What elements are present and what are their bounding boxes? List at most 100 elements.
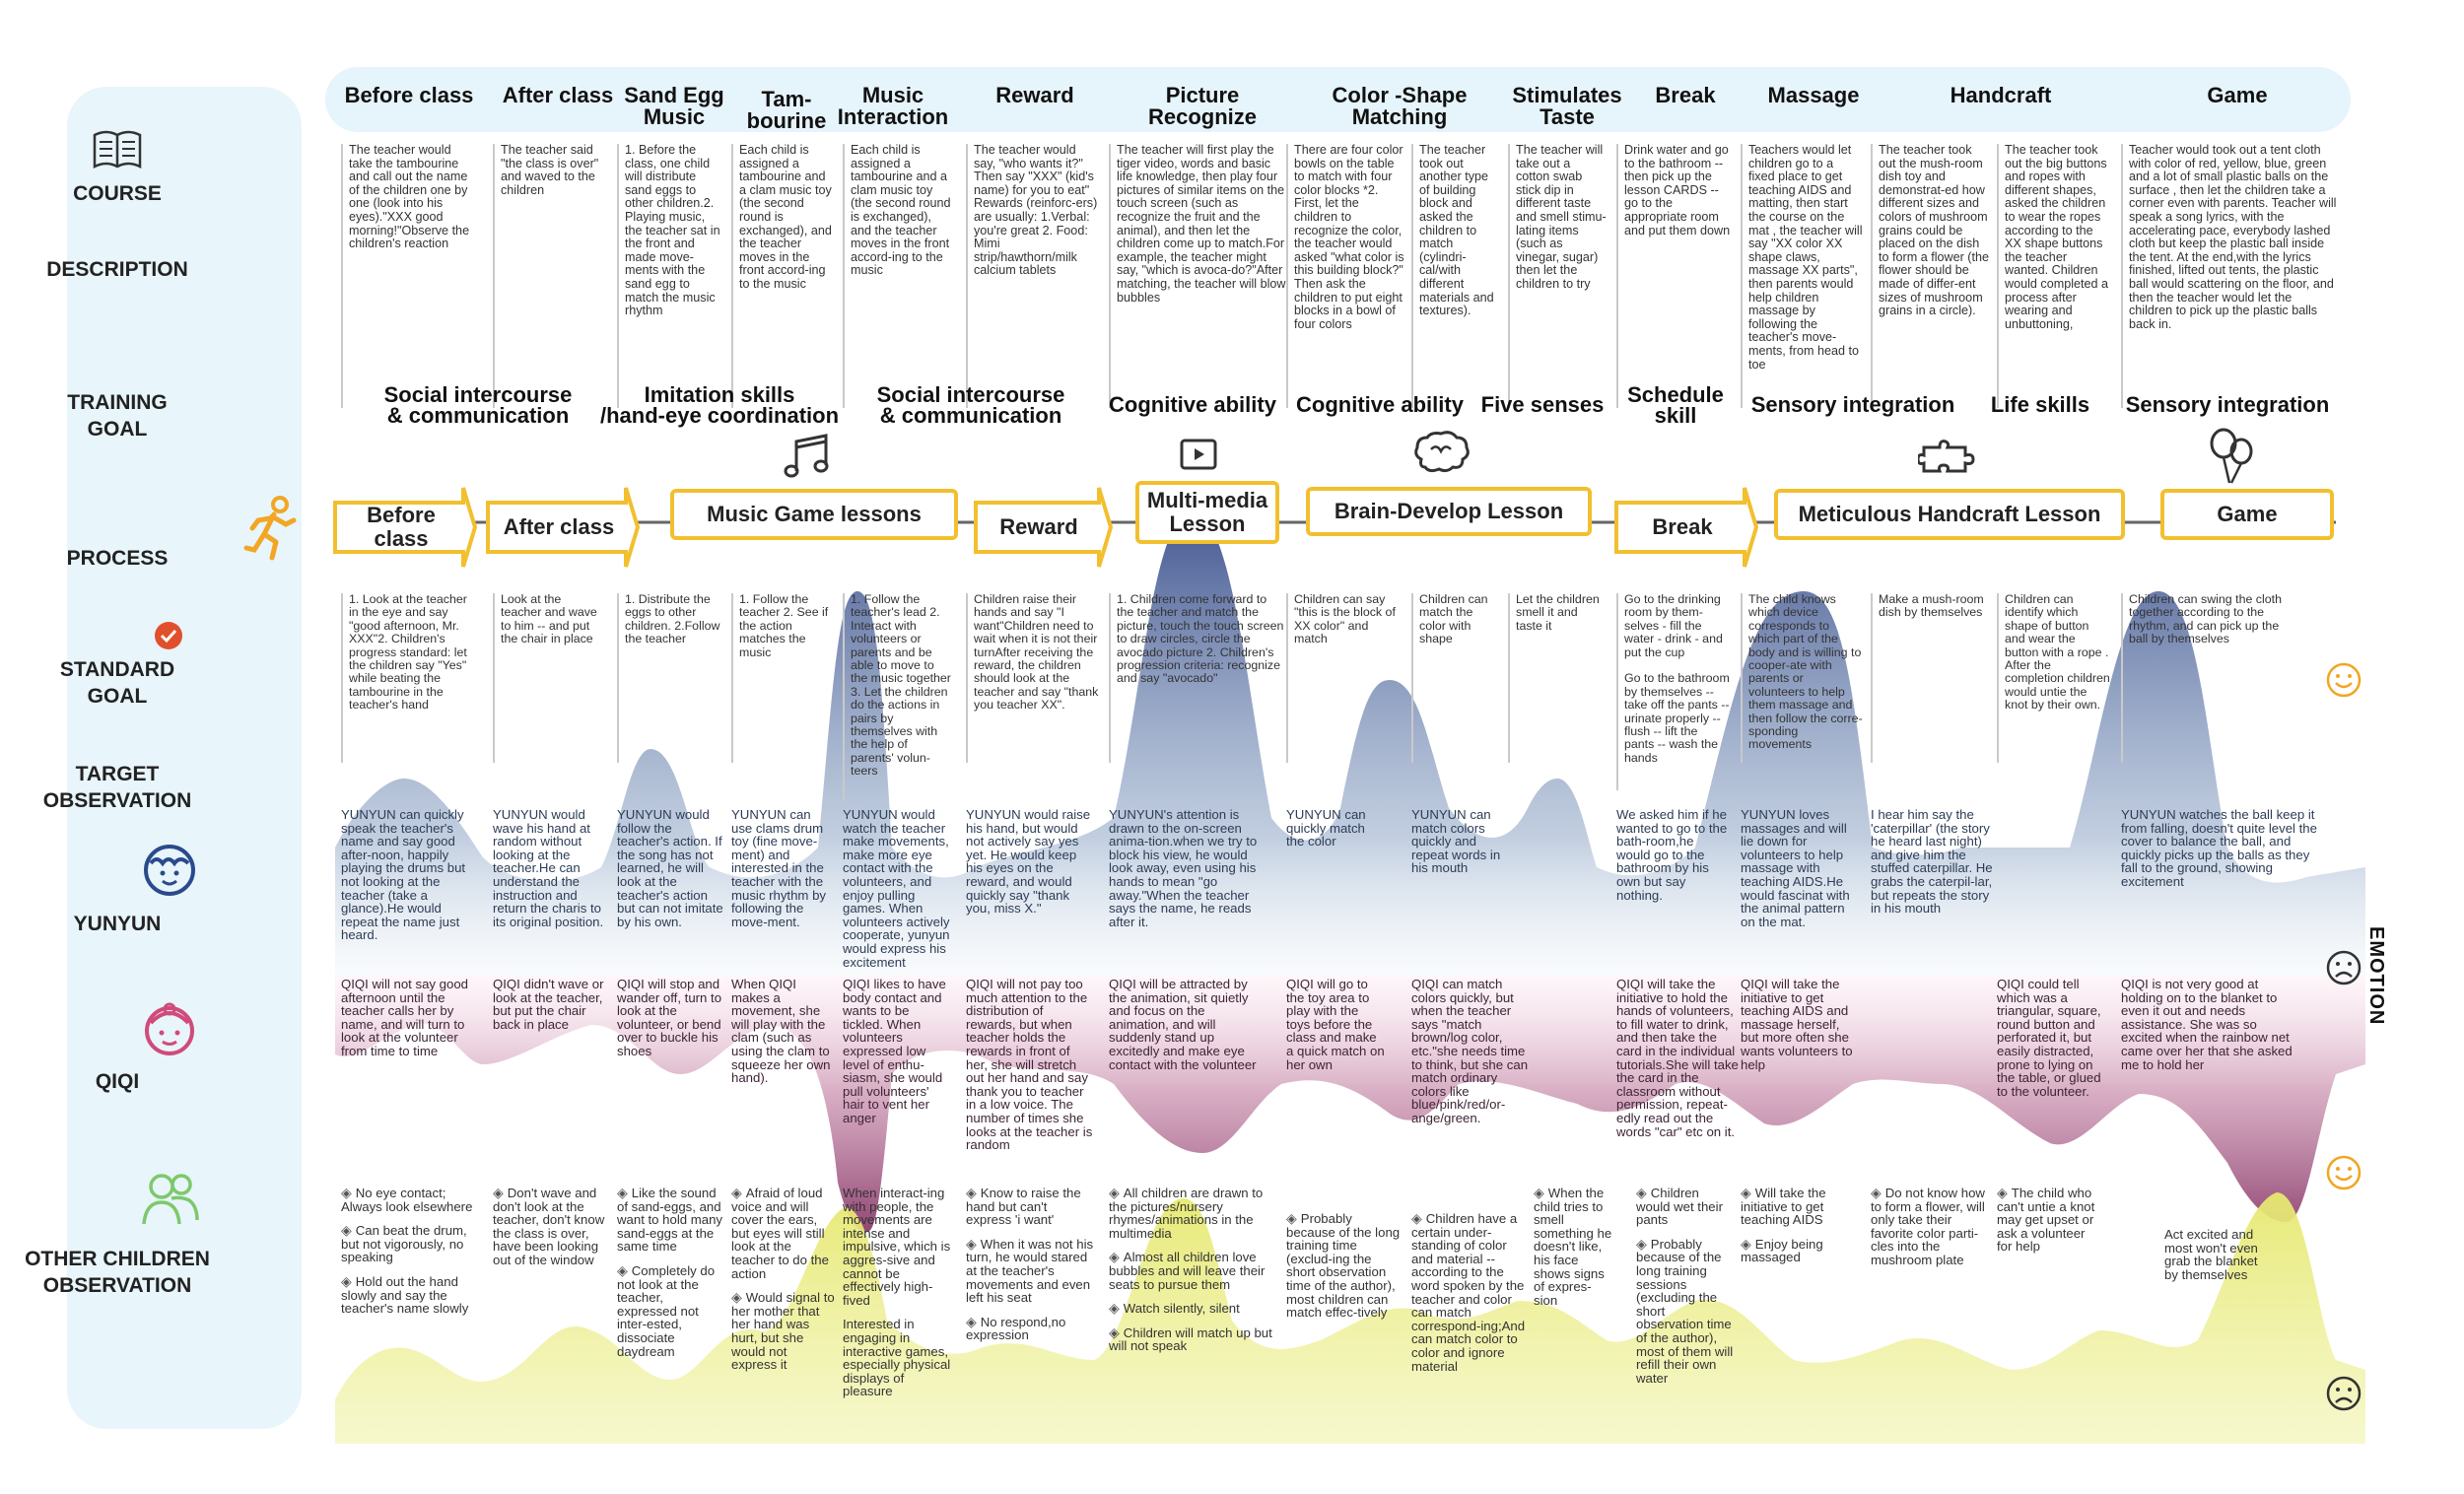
phase-description: The teacher would take the tambourine an… xyxy=(341,144,477,408)
phase-description: The teacher will first play the tiger vi… xyxy=(1109,144,1286,408)
observation-item: ◈ Hold out the hand slowly and say the te… xyxy=(341,1272,469,1317)
training-goal: Social intercourse & communication xyxy=(383,382,573,428)
process-step-music-game: Music Game lessons xyxy=(670,489,958,540)
book-icon xyxy=(93,130,142,170)
diamond-icon: ◈ xyxy=(1109,1324,1120,1340)
phase-title: Handcraft xyxy=(1950,83,2052,107)
diamond-icon: ◈ xyxy=(966,1185,977,1200)
diamond-icon: ◈ xyxy=(1997,1185,2008,1200)
balloons-icon xyxy=(2210,428,2253,484)
observation-item: ◈ No respond,no expression xyxy=(966,1313,1066,1343)
standard-goal: 1. Children come forward to the teacher … xyxy=(1109,593,1286,763)
diamond-icon: ◈ xyxy=(617,1185,628,1200)
standard-goal: Look at the teacher and wave to him -- a… xyxy=(493,593,603,763)
yunyun-observation: YUNYUN can quickly match the color xyxy=(1286,807,1366,849)
phase-title: Stimulates Taste xyxy=(1512,83,1622,129)
qiqi-observation: QIQI is not very good at holding on to t… xyxy=(2121,977,2293,1072)
process-step-multimedia: Multi-media Lesson xyxy=(1135,481,1279,544)
diamond-icon: ◈ xyxy=(1636,1185,1647,1200)
qiqi-observation: QIQI didn't wave or look at the teacher,… xyxy=(493,977,604,1032)
video-play-icon xyxy=(1180,439,1217,470)
observation-item: When interact-ing with people, the movem… xyxy=(843,1186,951,1308)
yunyun-observation: YUNYUN would wave his hand at random wit… xyxy=(493,807,604,929)
qiqi-observation: QIQI can match colors quickly, but when … xyxy=(1411,977,1529,1125)
observation-item: ◈ Will take the initiative to get teachin… xyxy=(1741,1185,1826,1228)
row-label-yunyun: YUNYUN xyxy=(73,913,162,935)
phase-title: Sand Egg Music xyxy=(624,83,724,129)
diamond-icon: ◈ xyxy=(1741,1235,1751,1252)
other-children-observation: ◈ Children have a certain under-standing … xyxy=(1411,1211,1528,1384)
other-children-observation: ◈ All children are drawn to the pictures/… xyxy=(1109,1185,1276,1364)
phase-title: Music Interaction xyxy=(837,83,949,129)
course-header-band xyxy=(325,67,2351,132)
phase-title: Tam- bourine xyxy=(746,87,827,133)
qiqi-observation: QIQI will stop and wander off, turn to l… xyxy=(617,977,722,1058)
qiqi-observation: QIQI could tell which was a triangular, … xyxy=(1997,977,2101,1099)
diamond-icon: ◈ xyxy=(731,1289,742,1306)
frown-icon xyxy=(2326,1376,2361,1411)
yunyun-observation: YUNYUN can quickly speak the teacher's n… xyxy=(341,807,466,943)
phase-description: Teacher would took out a tent cloth with… xyxy=(2121,144,2338,408)
observation-item: ◈ The child who can't untie a knot may ge… xyxy=(1997,1185,2095,1255)
training-goal: Imitation skills /hand-eye coordination xyxy=(599,382,840,428)
row-label-qiqi: QIQI xyxy=(95,1070,140,1093)
row-label-target-observation: TARGET OBSERVATION xyxy=(42,763,192,812)
yunyun-observation: YUNYUN's attention is drawn to the on-sc… xyxy=(1109,807,1258,929)
diamond-icon: ◈ xyxy=(493,1185,504,1200)
observation-item: Interested in engaging in interactive ga… xyxy=(843,1317,951,1399)
row-label-training-goal: TRAINING GOAL xyxy=(67,391,168,441)
diamond-icon: ◈ xyxy=(1109,1300,1120,1317)
standard-goal: Children can identify which shape of but… xyxy=(1997,593,2111,763)
standard-goal: Children can say "this is the block of X… xyxy=(1286,593,1404,763)
yunyun-observation: YUNYUN can match colors quickly and repe… xyxy=(1411,807,1501,876)
observation-item: ◈ Would signal to her mother that her han… xyxy=(731,1289,835,1373)
qiqi-observation: QIQI will go to the toy area to play wit… xyxy=(1286,977,1385,1072)
yunyun-observation: YUNYUN would watch the teacher make move… xyxy=(843,807,950,970)
observation-item: ◈ Almost all children love bubbles and wi… xyxy=(1109,1249,1266,1292)
other-children-observation: ◈ Afraid of loud voice and will cover the… xyxy=(731,1186,836,1383)
row-label-other-children: OTHER CHILDREN OBSERVATION xyxy=(25,1248,210,1297)
other-children-wave xyxy=(335,1192,2365,1444)
standard-goal: Children raise their hands and say "I wa… xyxy=(966,593,1100,763)
qiqi-observation: QIQI will not pay too much attention to … xyxy=(966,977,1093,1153)
phase-title: Reward xyxy=(995,83,1074,107)
phase-description: Teachers would let children go to a fixe… xyxy=(1741,144,1863,408)
standard-goal: Let the children smell it and taste it xyxy=(1508,593,1607,763)
training-goal: Life skills xyxy=(1990,392,2090,417)
qiqi-observation: QIQI will not say good afternoon until t… xyxy=(341,977,469,1058)
diamond-icon: ◈ xyxy=(341,1222,352,1239)
phase-description: The teacher will take out a cotton swab … xyxy=(1508,144,1607,408)
standard-goal: 1. Follow the teacher's lead 2. Interact… xyxy=(843,593,951,800)
other-children-observation: ◈ No eye contact; Always look elsewhere ◈… xyxy=(341,1186,477,1326)
row-label-description: DESCRIPTION xyxy=(46,258,188,281)
phase-description: The teacher took out the big buttons and… xyxy=(1997,144,2111,408)
diamond-icon: ◈ xyxy=(1286,1210,1297,1226)
other-children-observation: ◈ Children would wet their pants ◈ Probabl… xyxy=(1636,1185,1735,1395)
row-label-process: PROCESS xyxy=(66,547,169,570)
observation-item: ◈ All children are drawn to the pictures/… xyxy=(1109,1185,1264,1241)
other-children-observation: When interact-ing with people, the movem… xyxy=(843,1187,953,1409)
diamond-icon: ◈ xyxy=(966,1313,977,1329)
standard-goal: Children can match the color with shape xyxy=(1411,593,1502,763)
smile-icon xyxy=(2326,662,2361,698)
other-children-observation: ◈ Will take the initiative to get teachin… xyxy=(1741,1185,1857,1275)
row-label-course: COURSE xyxy=(73,182,162,205)
phase-title: Break xyxy=(1655,83,1716,107)
process-step-brain-develop: Brain-Develop Lesson xyxy=(1306,487,1592,536)
observation-item: ◈ Completely do not look at the teacher, … xyxy=(617,1261,716,1359)
standard-goal: 1. Follow the teacher 2. See if the acti… xyxy=(731,593,834,763)
observation-item: ◈ Like the sound of sand-eggs, and want t… xyxy=(617,1185,723,1255)
process-step-handcraft: Meticulous Handcraft Lesson xyxy=(1774,489,2125,540)
standard-goal: Go to the drinking room by them-selves -… xyxy=(1616,593,1731,790)
phase-description: The teacher took out the mush-room dish … xyxy=(1871,144,1989,408)
observation-item: ◈ Probably because of the long training s… xyxy=(1636,1235,1734,1386)
observation-item: ◈ When the child tries to smell something… xyxy=(1534,1185,1612,1308)
process-step-reward: Reward xyxy=(999,514,1078,539)
puzzle-icon xyxy=(1918,440,1975,473)
diamond-icon: ◈ xyxy=(341,1272,352,1289)
standard-goal: Children can swing the cloth together ac… xyxy=(2121,593,2298,763)
yunyun-observation: YUNYUN can use clams drum toy (fine move… xyxy=(731,807,826,929)
phase-description: 1. Before the class, one child will dist… xyxy=(617,144,725,408)
other-children-observation: ◈ Know to raise the hand but can't expres… xyxy=(966,1185,1094,1353)
qiqi-observation: QIQI will be attracted by the animation,… xyxy=(1109,977,1257,1072)
